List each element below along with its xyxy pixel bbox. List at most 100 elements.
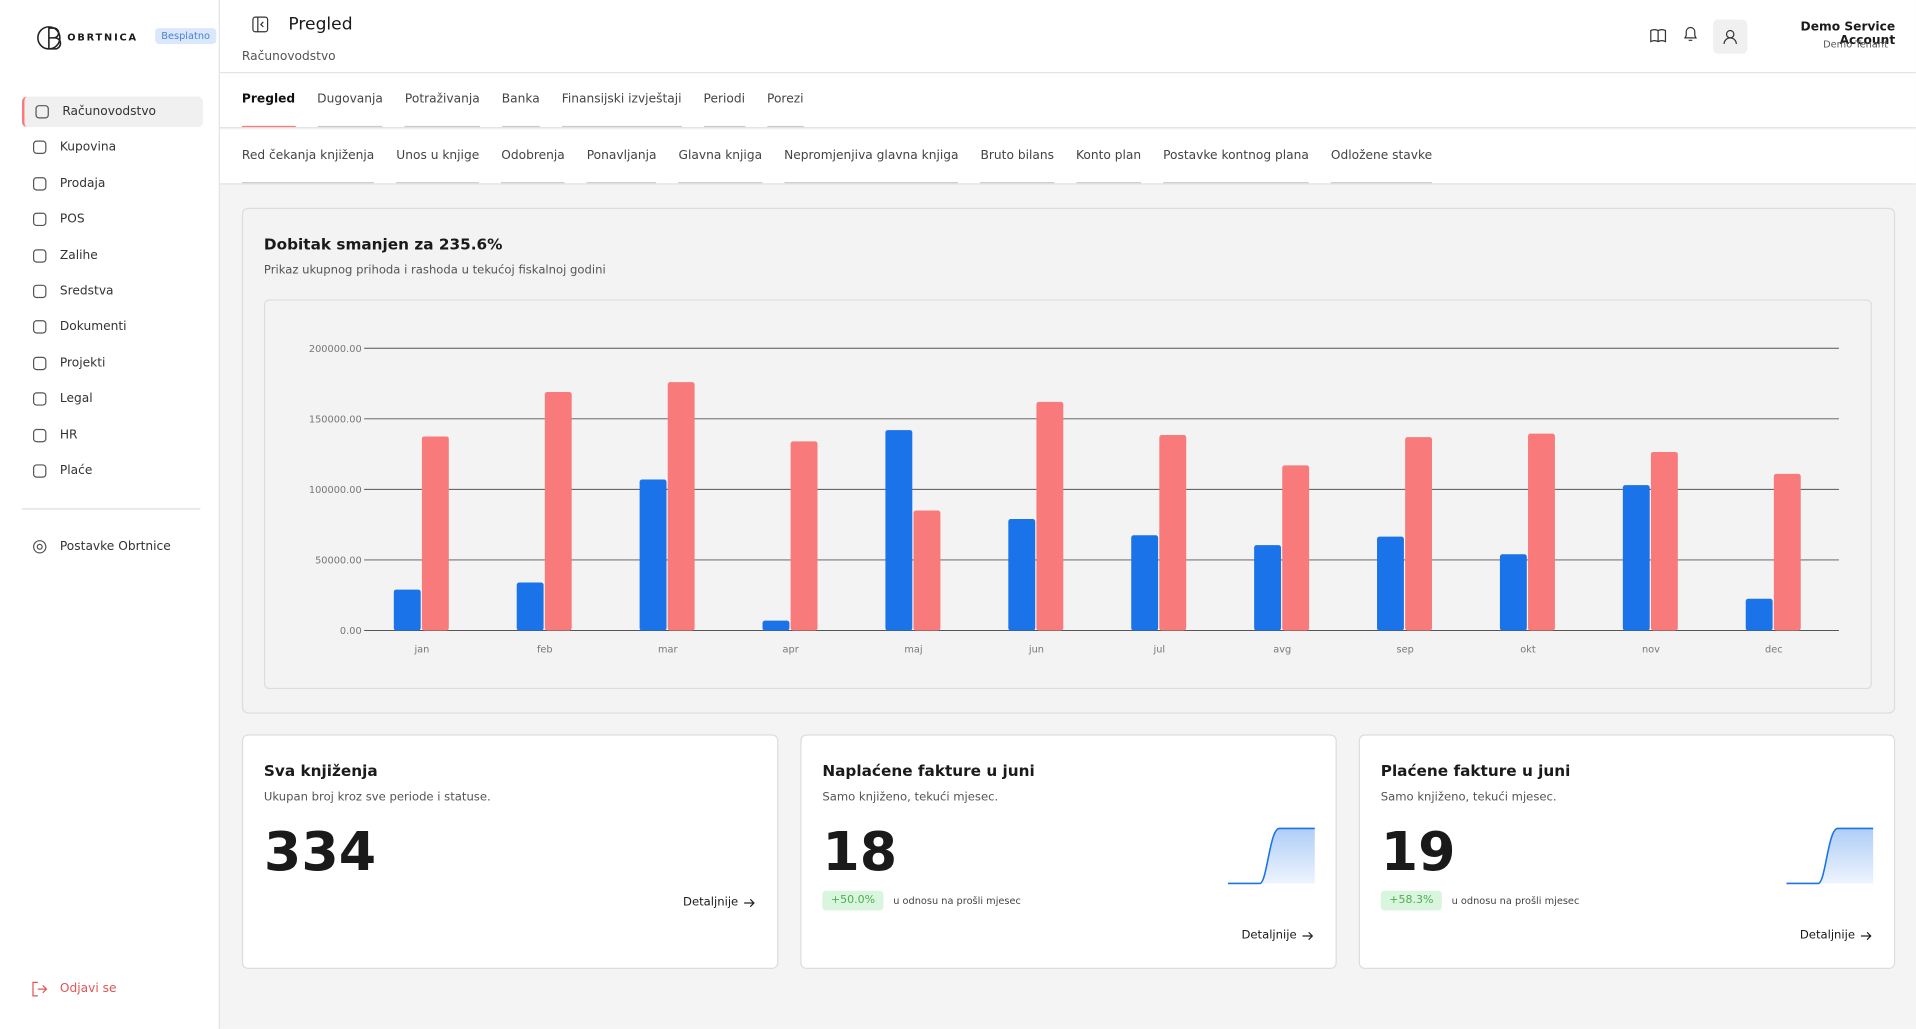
icon xyxy=(32,540,47,554)
bar xyxy=(1528,433,1555,631)
x-tick-label: sep xyxy=(1396,644,1413,655)
avatar[interactable] xyxy=(1713,19,1748,54)
sidebar-toggle[interactable] xyxy=(252,16,269,33)
bar xyxy=(544,391,572,631)
link-label: Detaljnije xyxy=(683,895,739,910)
bar xyxy=(1405,437,1433,631)
tab[interactable]: Porezi xyxy=(767,88,804,128)
icon xyxy=(32,176,47,191)
details-link[interactable]: Detaljnije xyxy=(1800,929,1872,942)
icon xyxy=(32,140,47,155)
change-badge: +58.3% xyxy=(1380,890,1443,911)
nav-label: Sredstva xyxy=(59,284,114,299)
card-subtitle: Samo knjiženo, tekući mjesec. xyxy=(822,790,999,805)
header: Pregled Računovodstvo Demo Service Accou… xyxy=(219,0,1916,74)
subtab[interactable]: Nepromjenjiva glavna knjiga xyxy=(784,144,959,184)
chart-title: Dobitak smanjen za 235.6% xyxy=(263,234,503,253)
nav-item[interactable]: Zalihe xyxy=(22,240,200,271)
nav-label: POS xyxy=(59,212,85,227)
arrow xyxy=(1302,931,1314,940)
subtab[interactable]: Konto plan xyxy=(1075,144,1142,184)
plan-badge: Besplatno xyxy=(155,28,217,44)
nav-item[interactable]: Plaće xyxy=(22,456,200,487)
stat-card: Sva knjiženja Ukupan broj kroz sve period… xyxy=(241,734,779,969)
user-name: Demo Service Account xyxy=(1800,20,1896,48)
brand: OBRTNICA xyxy=(67,31,138,43)
bar xyxy=(913,510,941,631)
bar xyxy=(790,441,818,631)
logout-label: Odjavi se xyxy=(59,982,117,996)
divider xyxy=(21,508,201,510)
nav-item[interactable]: HR xyxy=(22,420,200,451)
nav-label: Zalihe xyxy=(59,248,98,263)
tenant: Demo Tenant xyxy=(1823,39,1888,51)
logo xyxy=(37,26,62,50)
bar xyxy=(1131,535,1159,631)
bar xyxy=(1650,451,1678,631)
card-title: Plaćene fakture u juni xyxy=(1380,761,1571,780)
change-note: u odnosu na prošli mjesec xyxy=(893,895,1021,907)
icon xyxy=(35,105,49,119)
x-tick-label: apr xyxy=(783,644,800,655)
tab[interactable]: Finansijski izvještaji xyxy=(561,88,682,128)
nav-item[interactable]: Prodaja xyxy=(22,168,200,199)
sparkline xyxy=(1786,827,1874,885)
subtab[interactable]: Odobrenja xyxy=(501,144,565,184)
icon xyxy=(32,356,47,370)
bar xyxy=(667,382,695,631)
change-badge: +50.0% xyxy=(822,890,884,911)
nav-item[interactable]: Kupovina xyxy=(22,132,200,163)
tab[interactable]: Dugovanja xyxy=(317,88,383,128)
x-tick-label: avg xyxy=(1273,644,1291,655)
subtab[interactable]: Postavke kontnog plana xyxy=(1163,144,1309,184)
stat-card: Naplaćene fakture u juni Samo knjiženo, t… xyxy=(800,734,1337,969)
bar xyxy=(1745,598,1773,631)
card-value: 19 xyxy=(1380,821,1456,884)
x-tick-label: maj xyxy=(904,644,922,655)
x-tick-label: dec xyxy=(1765,644,1783,655)
tab[interactable]: Pregled xyxy=(241,88,296,128)
tab[interactable]: Periodi xyxy=(703,88,746,128)
logout[interactable]: Odjavi se xyxy=(22,974,200,1005)
nav-item[interactable]: Projekti xyxy=(22,348,200,379)
bar xyxy=(1008,519,1036,631)
details-link[interactable]: Detaljnije xyxy=(1241,929,1314,942)
nav-item[interactable]: Dokumenti xyxy=(22,312,200,343)
nav-label: Računovodstvo xyxy=(62,105,157,119)
tab[interactable]: Potraživanja xyxy=(404,88,480,128)
page-title: Pregled xyxy=(288,14,353,35)
icon xyxy=(32,284,47,299)
nav-item[interactable]: Sredstva xyxy=(22,276,200,307)
subtab[interactable]: Unos u knjige xyxy=(396,144,480,184)
x-tick-label: feb xyxy=(537,644,553,655)
icon xyxy=(32,320,47,335)
bar xyxy=(885,430,913,631)
link-label: Detaljnije xyxy=(1799,928,1856,943)
subtab[interactable]: Odložene stavke xyxy=(1330,144,1433,184)
bar xyxy=(516,582,544,631)
bar xyxy=(421,436,449,631)
nav-item[interactable]: Računovodstvo xyxy=(21,96,203,128)
sparkline xyxy=(1228,827,1315,885)
subtab[interactable]: Ponavljanja xyxy=(586,144,657,184)
arrow xyxy=(1861,931,1872,940)
tab[interactable]: Banka xyxy=(501,88,540,128)
card-title: Sva knjiženja xyxy=(263,761,378,780)
notifications-icon[interactable] xyxy=(1683,26,1699,43)
nav-item[interactable]: Legal xyxy=(22,384,200,415)
nav-item[interactable]: POS xyxy=(22,204,200,235)
details-link[interactable]: Detaljnije xyxy=(683,896,755,909)
card-subtitle: Ukupan broj kroz sve periode i statuse. xyxy=(263,790,491,805)
icon xyxy=(32,464,47,478)
nav-label: HR xyxy=(59,428,78,442)
chart-subtitle: Prikaz ukupnog prihoda i rashoda u tekuć… xyxy=(263,263,606,278)
breadcrumb[interactable]: Računovodstvo xyxy=(241,50,336,64)
bar xyxy=(1036,401,1064,631)
subtab[interactable]: Bruto bilans xyxy=(980,144,1054,184)
nav-settings[interactable]: Postavke Obrtnice xyxy=(22,532,200,563)
docs-icon[interactable] xyxy=(1650,28,1667,43)
subtab[interactable]: Glavna knjiga xyxy=(678,144,763,184)
nav-label: Plaće xyxy=(59,464,93,478)
subtab[interactable]: Red čekanja knjiženja xyxy=(241,144,375,184)
